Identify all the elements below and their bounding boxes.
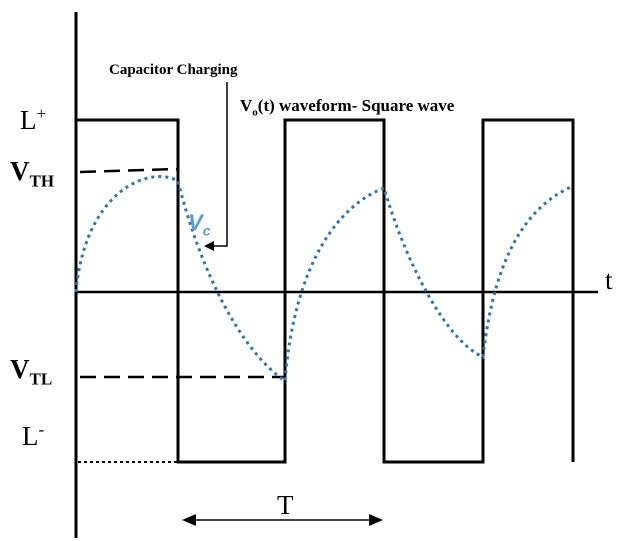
- period-arrow-left-head: [182, 514, 196, 526]
- capacitor-charging-arrowhead: [204, 241, 214, 251]
- l-minus-label: L-: [22, 420, 45, 451]
- waveform-title: Vo(t) waveform- Square wave: [240, 96, 455, 119]
- vc-label: Vc: [188, 210, 211, 239]
- capacitor-voltage-curve: [74, 175, 574, 384]
- vth-dashed-line: [79, 167, 179, 174]
- l-plus-label: L+: [20, 104, 47, 135]
- period-label: T: [277, 490, 294, 520]
- period-arrow-right-head: [369, 514, 383, 526]
- vth-label: VTH: [10, 156, 55, 191]
- time-axis-label: t: [605, 265, 613, 295]
- capacitor-charging-label: Capacitor Charging: [109, 62, 238, 78]
- capacitor-charging-arrow: [212, 82, 228, 247]
- square-wave: [76, 118, 575, 464]
- vtl-label: VTL: [10, 354, 53, 389]
